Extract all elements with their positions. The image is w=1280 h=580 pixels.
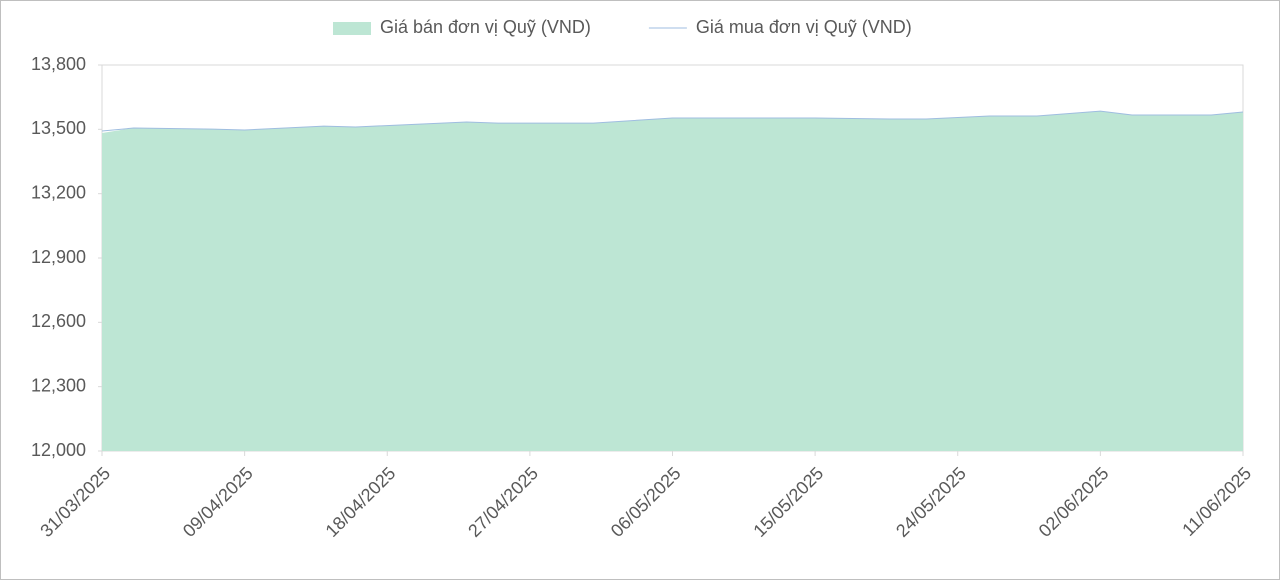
line [101, 110, 1244, 132]
y-tick-label: 12,000 [31, 440, 86, 460]
legend-swatch [333, 22, 371, 35]
y-tick-label: 12,300 [31, 375, 86, 395]
area [102, 111, 1243, 451]
y-tick-label: 13,500 [31, 118, 86, 138]
y-tick-label: 13,200 [31, 182, 86, 202]
y-tick-label: 12,600 [31, 311, 86, 331]
legend-label: Giá bán đơn vị Quỹ (VND) [380, 17, 591, 37]
y-tick-label: 13,800 [31, 54, 86, 74]
legend-label: Giá mua đơn vị Quỹ (VND) [696, 17, 912, 37]
y-tick-label: 12,900 [31, 247, 86, 267]
